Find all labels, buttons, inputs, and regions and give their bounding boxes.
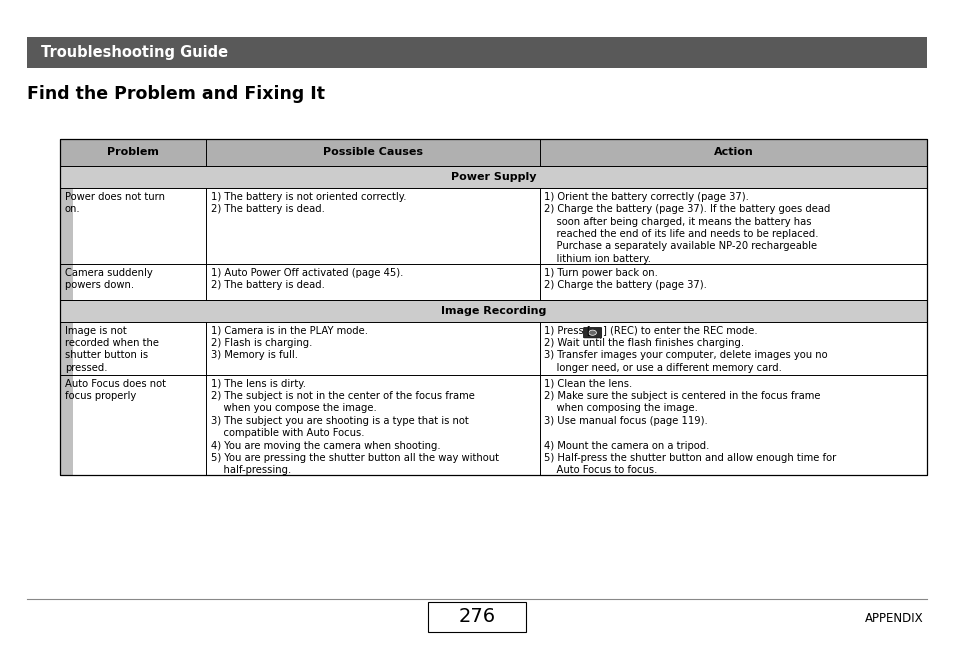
Text: 1) Orient the battery correctly (page 37).
2) Charge the battery (page 37). If t: 1) Orient the battery correctly (page 37… xyxy=(544,192,830,264)
Bar xyxy=(72,322,926,375)
Bar xyxy=(60,188,926,264)
Text: Image is not
recorded when the
shutter button is
pressed.: Image is not recorded when the shutter b… xyxy=(65,326,159,373)
Text: APPENDIX: APPENDIX xyxy=(864,612,923,625)
Text: Troubleshooting Guide: Troubleshooting Guide xyxy=(41,45,228,60)
FancyBboxPatch shape xyxy=(583,328,601,338)
Text: Image Recording: Image Recording xyxy=(440,306,546,316)
Text: 276: 276 xyxy=(458,607,495,627)
Text: 1) The battery is not oriented correctly.
2) The battery is dead.: 1) The battery is not oriented correctly… xyxy=(211,192,406,214)
Text: 1) Auto Power Off activated (page 45).
2) The battery is dead.: 1) Auto Power Off activated (page 45). 2… xyxy=(211,268,402,291)
Bar xyxy=(60,322,926,375)
Circle shape xyxy=(588,330,596,335)
Text: 1) Clean the lens.
2) Make sure the subject is centered in the focus frame
    w: 1) Clean the lens. 2) Make sure the subj… xyxy=(544,379,836,475)
Bar xyxy=(60,188,72,264)
Text: Possible Causes: Possible Causes xyxy=(322,147,422,158)
Bar xyxy=(60,264,72,300)
Text: ] (REC) to enter the REC mode.: ] (REC) to enter the REC mode. xyxy=(602,326,757,335)
Text: 1) Turn power back on.
2) Charge the battery (page 37).: 1) Turn power back on. 2) Charge the bat… xyxy=(544,268,706,291)
Bar xyxy=(60,166,926,188)
Text: Action: Action xyxy=(713,147,753,158)
Text: Auto Focus does not
focus properly: Auto Focus does not focus properly xyxy=(65,379,166,401)
Bar xyxy=(72,188,926,264)
Bar xyxy=(60,322,72,375)
Text: Power Supply: Power Supply xyxy=(451,172,536,182)
Bar xyxy=(27,37,926,68)
Text: 1) Press [: 1) Press [ xyxy=(544,326,591,335)
Text: Camera suddenly
powers down.: Camera suddenly powers down. xyxy=(65,268,152,291)
Bar xyxy=(72,264,926,300)
Text: Find the Problem and Fixing It: Find the Problem and Fixing It xyxy=(27,85,324,103)
Text: 1) Camera is in the PLAY mode.
2) Flash is charging.
3) Memory is full.: 1) Camera is in the PLAY mode. 2) Flash … xyxy=(211,326,367,360)
Bar xyxy=(428,602,525,632)
Text: Problem: Problem xyxy=(107,147,159,158)
Bar xyxy=(60,300,926,322)
Bar xyxy=(60,375,926,475)
Text: Power does not turn
on.: Power does not turn on. xyxy=(65,192,165,214)
Bar xyxy=(60,139,926,475)
Bar xyxy=(60,264,926,300)
Bar xyxy=(60,139,926,166)
Bar xyxy=(72,375,926,475)
Text: 1) The lens is dirty.
2) The subject is not in the center of the focus frame
   : 1) The lens is dirty. 2) The subject is … xyxy=(211,379,498,475)
Bar xyxy=(60,375,72,475)
Text: 2) Wait until the flash finishes charging.
3) Transfer images your computer, del: 2) Wait until the flash finishes chargin… xyxy=(544,326,827,373)
